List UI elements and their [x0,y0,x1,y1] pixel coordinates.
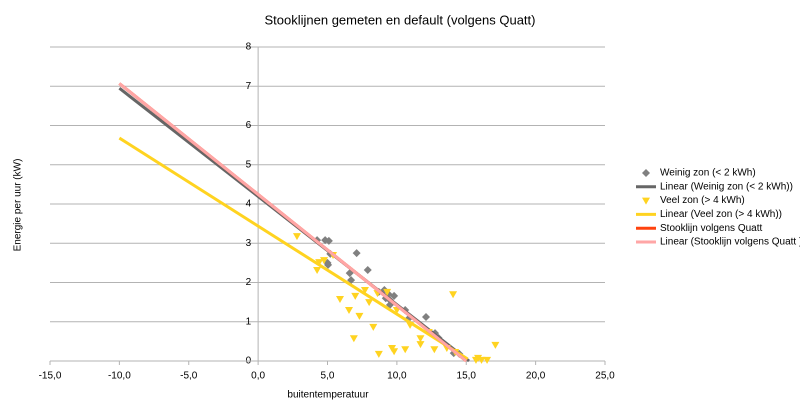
x-tick-label: 15,0 [457,371,477,382]
data-point [422,313,431,322]
y-axis-label: Energie per uur (kW) [13,159,24,252]
data-point [352,249,361,258]
data-point [320,257,329,265]
y-tick-label: 1 [246,316,252,327]
data-point [491,341,500,349]
data-point [324,236,333,245]
x-tick-label: -10,0 [108,371,131,382]
data-point [483,356,492,364]
data-point [416,341,425,349]
data-point [474,354,483,362]
y-tick-label: 7 [246,81,252,92]
x-axis-label: buitentemperatuur [287,390,369,401]
y-tick-label: 2 [246,277,252,288]
x-tick-label: -15,0 [39,371,62,382]
data-point [416,335,425,343]
chart-title: Stooklijnen gemeten en default (volgens … [264,12,535,27]
legend-label: Veel zon (> 4 kWh) [660,195,745,206]
data-point [360,286,369,294]
data-point [345,306,354,314]
data-point [351,292,360,300]
legend-marker [642,169,650,177]
x-tick-label: 5,0 [321,371,335,382]
data-point [335,295,344,303]
y-tick-label: 4 [246,199,252,210]
data-point [292,233,301,241]
data-point [390,348,399,356]
x-tick-label: -5,0 [180,371,198,382]
y-tick-label: 6 [246,120,252,131]
data-point [365,299,374,307]
data-point [363,265,372,274]
data-point [449,291,458,299]
data-point [313,266,322,274]
y-tick-label: 5 [246,159,252,170]
data-point [324,260,333,269]
legend-label: Weinig zon (< 2 kWh) [660,168,756,179]
legend-label: Stooklijn volgens Quatt [660,223,763,234]
y-tick-label: 8 [246,42,252,53]
data-point [315,259,324,267]
data-point [374,350,383,358]
data-point [430,346,439,354]
legend-marker [642,197,650,205]
data-point [349,335,358,343]
y-tick-label: 3 [246,238,252,249]
data-point [390,291,399,300]
data-point [369,323,378,331]
x-tick-label: 25,0 [595,371,615,382]
data-point [401,346,410,354]
x-tick-label: 0,0 [251,371,265,382]
x-tick-label: 20,0 [526,371,546,382]
data-point [383,288,392,296]
data-point [355,312,364,320]
legend-label: Linear (Veel zon (> 4 kWh)) [660,209,782,220]
legend-label: Linear (Weinig zon (< 2 kWh)) [660,181,793,192]
x-tick-label: 10,0 [387,371,407,382]
trend-line [118,82,468,363]
trend-line [118,136,469,361]
legend-label: Linear (Stooklijn volgens Quatt ) [660,237,800,248]
